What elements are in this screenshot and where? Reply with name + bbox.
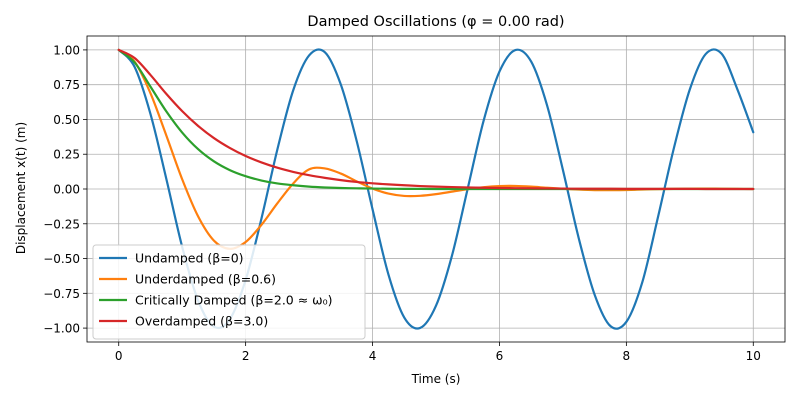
- y-tick-label: 0.50: [53, 113, 80, 127]
- axis-ticks: 0 2 4 6 8 10 1.00 0.75 0.50 0.25 0.00 −0.25 −0.50 −0.…: [43, 43, 761, 363]
- x-tick-label: 10: [746, 349, 761, 363]
- y-tick-label: 0.75: [53, 78, 80, 92]
- y-tick-label: 0.25: [53, 148, 80, 162]
- x-tick-label: 0: [115, 349, 123, 363]
- x-tick-label: 4: [369, 349, 377, 363]
- chart-title: Damped Oscillations (φ = 0.00 rad): [307, 14, 564, 30]
- y-tick-label: 0.00: [53, 183, 80, 197]
- y-tick-label: −1.00: [43, 322, 80, 336]
- x-tick-label: 2: [242, 349, 250, 363]
- legend-label-underdamped: Underdamped (β=0.6): [135, 272, 276, 287]
- legend: Undamped (β=0) Underdamped (β=0.6) Critica…: [92, 244, 366, 340]
- series-line-overdamped: [117, 48, 755, 191]
- legend-box: [92, 244, 366, 340]
- x-tick-label: 6: [496, 349, 504, 363]
- legend-label-undamped: Undamped (β=0): [135, 251, 244, 266]
- x-tick-label: 8: [623, 349, 631, 363]
- legend-label-overdamped: Overdamped (β=3.0): [135, 314, 268, 329]
- y-tick-label: −0.25: [43, 217, 80, 231]
- y-tick-label: −0.75: [43, 287, 80, 301]
- y-tick-label: −0.50: [43, 252, 80, 266]
- legend-label-critically-damped: Critically Damped (β=2.0 ≈ ω₀): [135, 293, 333, 308]
- y-axis-label: Displacement x(t) (m): [14, 122, 28, 254]
- x-axis-label: Time (s): [411, 372, 461, 386]
- y-tick-label: 1.00: [53, 43, 80, 57]
